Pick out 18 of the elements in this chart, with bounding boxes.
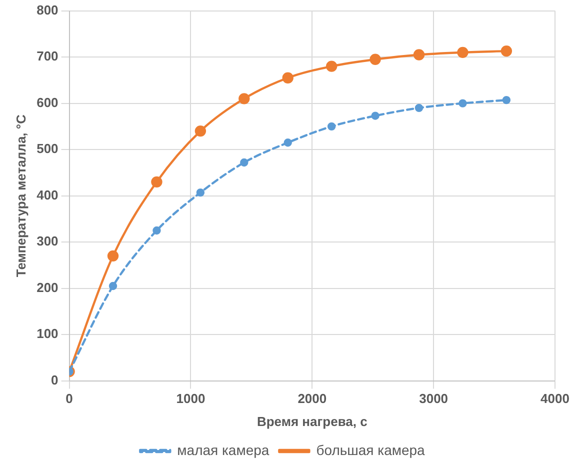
y-tick-label: 400 [36, 187, 58, 202]
y-tick-label: 700 [36, 48, 58, 64]
y-tick-label: 500 [36, 141, 58, 156]
x-tick-label: 1000 [176, 391, 206, 406]
y-tick-label: 0 [51, 372, 58, 388]
y-axis-title: Температура металла, °C [13, 114, 28, 278]
x-tick-label: 4000 [540, 391, 570, 406]
y-tick-label: 300 [36, 234, 58, 249]
x-tick-label: 3000 [419, 391, 448, 406]
legend-label: малая камера [177, 442, 270, 458]
y-tick-label: 100 [36, 326, 58, 342]
y-tick-label: 600 [36, 94, 58, 110]
x-axis-title: Время нагрева, с [256, 414, 368, 429]
x-tick-label: 2000 [298, 391, 327, 406]
y-tick-label: 200 [36, 280, 58, 295]
y-tick-label: 800 [36, 2, 58, 18]
legend-label: большая камера [316, 442, 426, 458]
x-tick-label: 0 [66, 391, 73, 406]
